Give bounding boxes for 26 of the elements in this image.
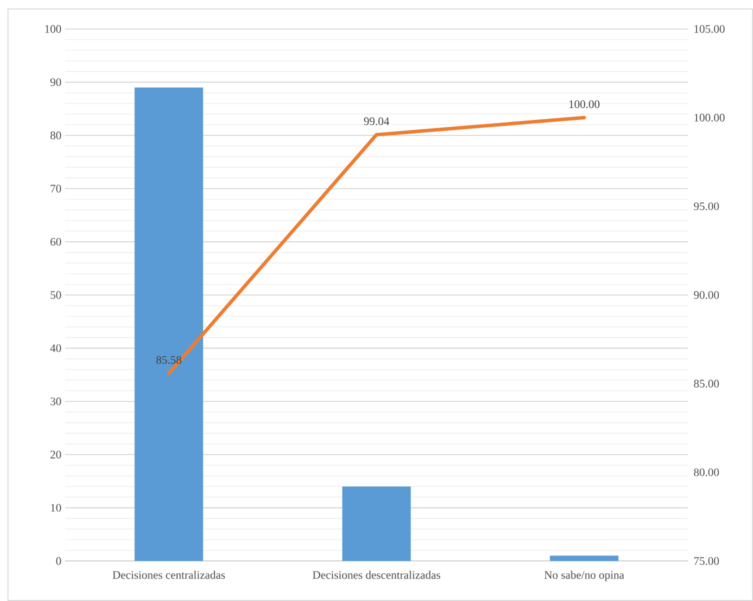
y-tick-label: 70: [50, 184, 62, 192]
data-label: 99.04: [364, 117, 390, 126]
y2-tick-label: 80.00: [694, 468, 719, 476]
y2-tick-label: 75.00: [694, 557, 719, 565]
x-tick-label: Decisiones descentralizadas: [312, 570, 440, 579]
y-tick-label: 40: [50, 344, 62, 352]
y-tick-label: 20: [50, 450, 62, 458]
bar: [134, 88, 204, 561]
y-tick-label: 50: [50, 291, 62, 299]
y2-tick-label: 85.00: [694, 380, 719, 388]
y-tick-label: 30: [50, 398, 62, 406]
x-tick-label: Decisiones centralizadas: [112, 570, 225, 579]
y2-tick-label: 100.00: [694, 114, 725, 122]
y2-tick-label: 105.00: [694, 25, 725, 33]
y2-tick-label: 90.00: [694, 291, 719, 299]
y-tick-label: 10: [51, 504, 62, 512]
data-label: 100.00: [569, 100, 600, 108]
y-tick-label: 0: [56, 557, 62, 565]
y-tick-label: 60: [50, 238, 62, 246]
x-tick-label: No sabe/no opina: [544, 570, 624, 582]
bar: [550, 556, 618, 561]
y-tick-label: 100: [45, 25, 62, 33]
y-tick-label: 90: [50, 78, 62, 86]
bar: [342, 486, 411, 561]
y-tick-label: 80: [50, 132, 62, 140]
y2-tick-label: 95.00: [694, 202, 719, 210]
